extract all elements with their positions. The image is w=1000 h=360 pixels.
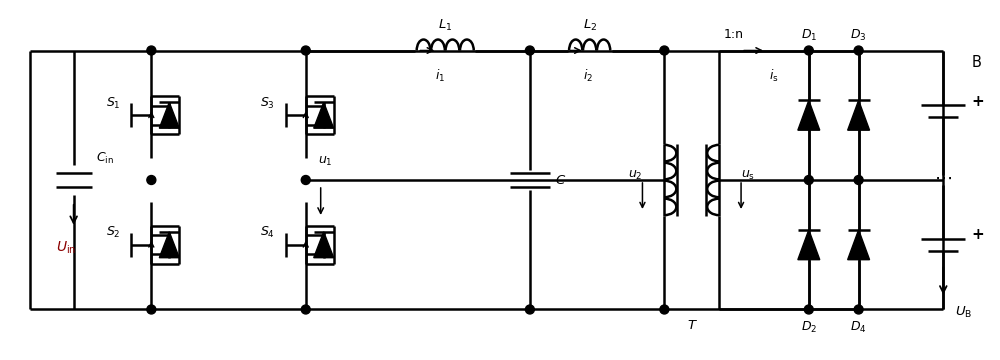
Text: $u_1$: $u_1$ xyxy=(318,155,332,168)
Text: $\cdots$: $\cdots$ xyxy=(934,169,952,187)
Circle shape xyxy=(147,305,156,314)
Text: B: B xyxy=(971,55,981,71)
Polygon shape xyxy=(798,230,820,260)
Circle shape xyxy=(301,46,310,55)
Text: $i_\mathrm{s}$: $i_\mathrm{s}$ xyxy=(769,67,779,84)
Text: +: + xyxy=(971,227,984,242)
Circle shape xyxy=(525,46,534,55)
Text: $C_\mathrm{in}$: $C_\mathrm{in}$ xyxy=(96,150,113,166)
Circle shape xyxy=(854,176,863,184)
Circle shape xyxy=(660,46,669,55)
Circle shape xyxy=(525,305,534,314)
Text: $D_4$: $D_4$ xyxy=(850,319,867,334)
Text: $L_1$: $L_1$ xyxy=(438,18,452,32)
Text: $C$: $C$ xyxy=(555,174,566,186)
Circle shape xyxy=(147,46,156,55)
Text: $u_2$: $u_2$ xyxy=(628,168,642,181)
Text: $S_3$: $S_3$ xyxy=(260,96,275,111)
Polygon shape xyxy=(314,102,334,128)
Text: $L_2$: $L_2$ xyxy=(583,18,597,32)
Text: $U_\mathrm{in}$: $U_\mathrm{in}$ xyxy=(56,240,76,256)
Text: $D_3$: $D_3$ xyxy=(850,27,867,42)
Polygon shape xyxy=(314,232,334,258)
Text: $S_2$: $S_2$ xyxy=(106,225,121,240)
Polygon shape xyxy=(848,100,870,130)
Circle shape xyxy=(301,176,310,184)
Circle shape xyxy=(804,305,813,314)
Text: $i_1$: $i_1$ xyxy=(435,67,445,84)
Polygon shape xyxy=(159,232,179,258)
Text: $i_2$: $i_2$ xyxy=(583,67,593,84)
Polygon shape xyxy=(159,102,179,128)
Circle shape xyxy=(804,176,813,184)
Circle shape xyxy=(854,46,863,55)
Text: $S_1$: $S_1$ xyxy=(106,96,121,111)
Circle shape xyxy=(301,305,310,314)
Text: 1:n: 1:n xyxy=(724,28,744,41)
Circle shape xyxy=(147,176,156,184)
Circle shape xyxy=(660,305,669,314)
Polygon shape xyxy=(798,100,820,130)
Text: $D_2$: $D_2$ xyxy=(801,319,817,334)
Text: T: T xyxy=(688,319,696,332)
Text: $U_\mathrm{B}$: $U_\mathrm{B}$ xyxy=(955,305,973,320)
Text: $D_1$: $D_1$ xyxy=(801,27,817,42)
Circle shape xyxy=(804,46,813,55)
Text: $u_\mathrm{s}$: $u_\mathrm{s}$ xyxy=(741,168,755,181)
Circle shape xyxy=(854,305,863,314)
Text: +: + xyxy=(971,94,984,109)
Text: $S_4$: $S_4$ xyxy=(260,225,275,240)
Polygon shape xyxy=(848,230,870,260)
